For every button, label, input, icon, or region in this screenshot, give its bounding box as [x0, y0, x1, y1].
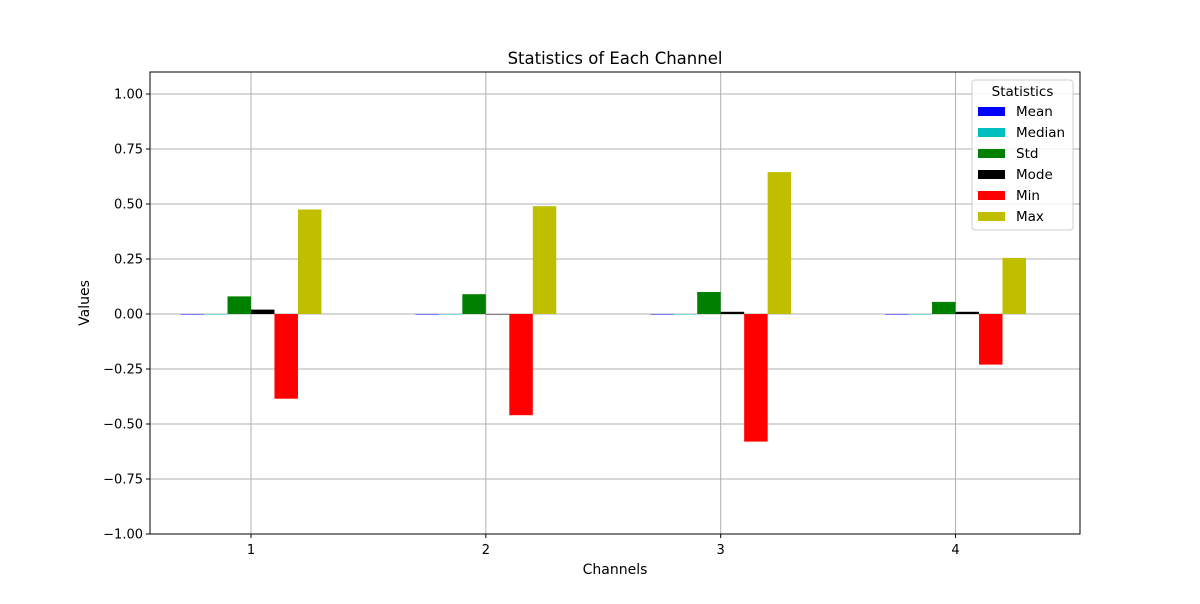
chart-title: Statistics of Each Channel	[508, 49, 723, 68]
bar-mean-channel-1	[180, 314, 205, 315]
legend: Statistics Mean Median Std Mode Min Max	[971, 79, 1074, 231]
legend-label-max: Max	[1016, 209, 1044, 225]
bar-std-channel-3	[697, 292, 721, 314]
bar-median-channel-3	[673, 314, 698, 315]
legend-label-mode: Mode	[1016, 167, 1053, 183]
bar-mean-channel-3	[650, 314, 674, 315]
bars	[180, 172, 1026, 442]
bar-min-channel-1	[274, 314, 298, 399]
bar-min-channel-2	[509, 314, 533, 416]
x-axis-label: Channels	[583, 562, 648, 578]
x-tick-label: 4	[951, 543, 959, 558]
y-tick-label: 0.25	[114, 253, 143, 268]
bar-mean-channel-4	[885, 314, 909, 315]
legend-swatch-max	[978, 212, 1005, 221]
plot-frame	[149, 71, 1081, 535]
y-tick-label: −1.00	[103, 528, 143, 543]
x-tick-label: 1	[247, 543, 255, 558]
bar-std-channel-4	[932, 301, 956, 314]
bar-max-channel-3	[767, 172, 792, 314]
bar-std-channel-2	[462, 294, 486, 314]
bar-mode-channel-2	[485, 314, 510, 315]
y-tick-label: −0.25	[103, 363, 143, 378]
bar-max-channel-1	[297, 209, 322, 314]
legend-label-min: Min	[1016, 188, 1040, 204]
bar-median-channel-2	[438, 314, 463, 315]
y-tick-label: 0.50	[114, 198, 143, 213]
y-tick-label: −0.75	[103, 473, 143, 488]
bar-max-channel-4	[1002, 257, 1026, 314]
bar-max-channel-2	[532, 206, 557, 314]
legend-swatch-std	[978, 149, 1005, 158]
legend-swatch-median	[978, 128, 1005, 137]
bar-median-channel-4	[908, 314, 933, 315]
bar-mode-channel-1	[250, 309, 275, 314]
x-tick-label: 3	[717, 543, 725, 558]
bar-min-channel-3	[744, 314, 768, 442]
legend-title: Statistics	[992, 84, 1054, 100]
legend-swatch-mean	[978, 107, 1005, 116]
legend-label-std: Std	[1016, 146, 1038, 162]
legend-label-mean: Mean	[1016, 104, 1053, 120]
y-tick-label: −0.50	[103, 418, 143, 433]
bar-min-channel-4	[979, 314, 1003, 365]
bar-median-channel-1	[204, 314, 228, 315]
legend-swatch-mode	[978, 170, 1005, 179]
x-tick-label: 2	[482, 543, 490, 558]
y-tick-label: 0.00	[114, 308, 143, 323]
y-tick-label: 0.75	[114, 143, 143, 158]
y-tick-label: 1.00	[114, 88, 143, 103]
bar-mode-channel-4	[955, 311, 980, 314]
bar-mode-channel-3	[720, 311, 745, 314]
bar-std-channel-1	[227, 296, 251, 314]
bar-mean-channel-2	[415, 314, 439, 315]
legend-swatch-min	[978, 191, 1005, 200]
legend-label-median: Median	[1016, 125, 1065, 141]
y-axis-label: Values	[77, 280, 93, 326]
axis-ticks: −1.00 −0.75 −0.50 −0.25 0.00 0.25 0.50 0.75 1.00…	[103, 88, 960, 559]
